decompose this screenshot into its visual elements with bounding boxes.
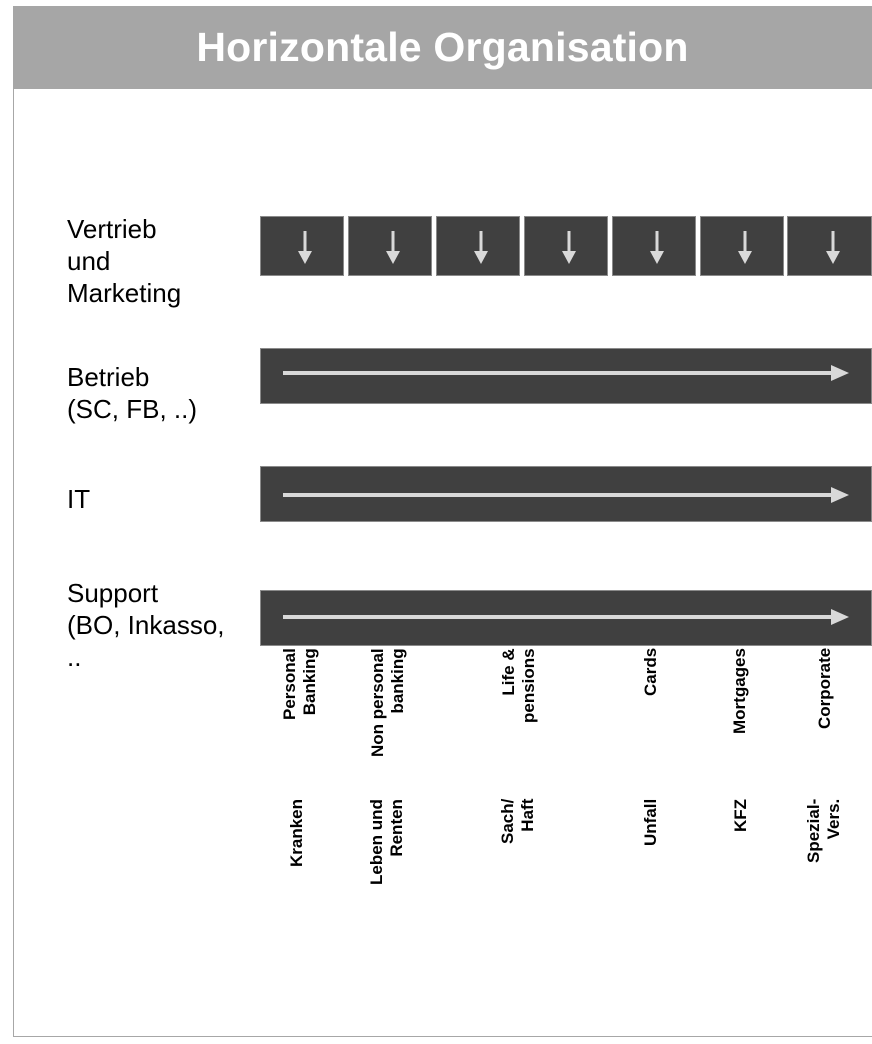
title-bar: [13, 6, 872, 89]
slide-title: Horizontale Organisation: [196, 24, 689, 70]
vertrieb-box: [700, 216, 784, 276]
vertrieb-box: [348, 216, 432, 276]
vertrieb-box: [787, 216, 872, 276]
support-bar: [260, 590, 872, 646]
column-insurance-label: Leben und Renten: [367, 799, 406, 885]
column-insurance-label: Spezial- Vers.: [804, 798, 843, 863]
row-label-it: IT: [67, 484, 91, 514]
column-insurance-label: Unfall: [641, 798, 660, 846]
column-insurance-label: KFZ: [731, 798, 750, 832]
arrow-down-icon: [650, 231, 664, 264]
arrow-down-icon: [474, 231, 488, 264]
column-banking-label: Cards: [641, 647, 660, 696]
row-label-vertrieb: Vertrieb und Marketing: [67, 214, 182, 308]
column-banking-label: Non personal banking: [368, 648, 407, 757]
column-insurance-label: Sach/ Haft: [498, 798, 537, 844]
arrow-down-icon: [298, 231, 312, 264]
arrow-right-icon: [283, 609, 849, 625]
arrow-down-icon: [386, 231, 400, 264]
arrow-down-icon: [738, 231, 752, 264]
row-label-support: Support (BO, Inkasso, ..: [67, 578, 225, 672]
arrow-right-icon: [283, 365, 849, 381]
arrow-right-icon: [283, 487, 849, 503]
row-label-betrieb: Betrieb (SC, FB, ..): [67, 362, 197, 424]
column-banking-label: Personal Banking: [280, 648, 319, 720]
vertrieb-box: [260, 216, 344, 276]
column-insurance-label: Kranken: [287, 798, 306, 867]
vertrieb-box: [524, 216, 608, 276]
betrieb-bar: [260, 348, 872, 404]
arrow-down-icon: [562, 231, 576, 264]
vertrieb-box: [612, 216, 696, 276]
column-banking-label: Mortgages: [730, 648, 749, 734]
column-banking-label: Corporate: [815, 647, 834, 729]
arrow-down-icon: [826, 231, 840, 264]
it-bar: [260, 466, 872, 522]
column-banking-label: Life & pensions: [499, 648, 538, 723]
vertrieb-box: [436, 216, 520, 276]
